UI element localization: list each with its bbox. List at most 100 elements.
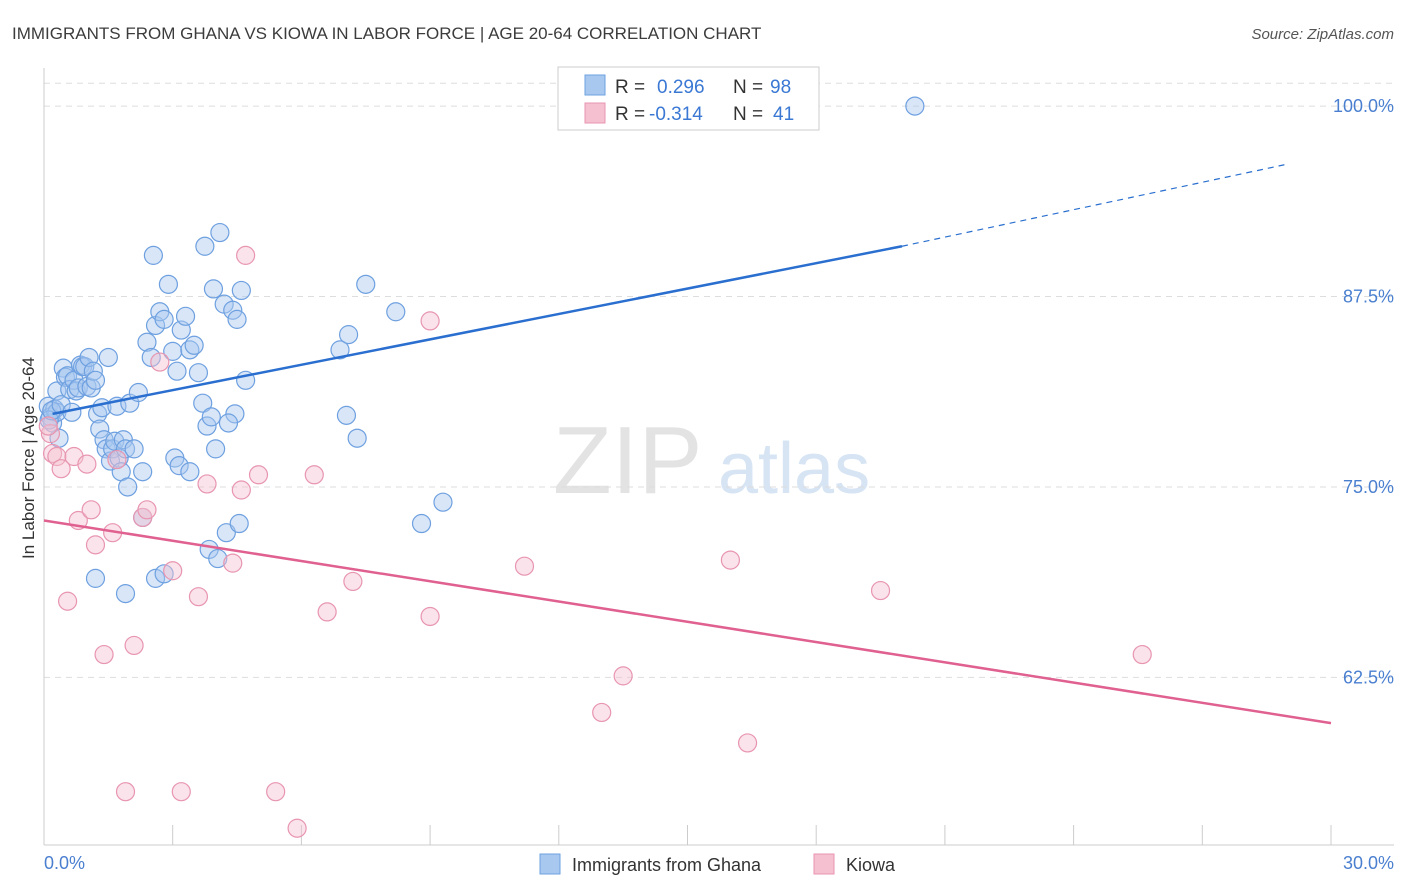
- ghana-point: [188, 363, 209, 383]
- stats-legend: R = 0.296 N = 98 R = -0.314 N = 41: [557, 66, 820, 131]
- ghana-point: [98, 347, 118, 368]
- ghana-point: [227, 309, 247, 329]
- kiowa-point: [40, 424, 61, 444]
- ghana-n-label: N =: [733, 77, 763, 98]
- ghana-point: [193, 393, 213, 413]
- kiowa-n-value: 41: [773, 104, 794, 125]
- kiowa-point: [304, 465, 324, 485]
- ghana-point: [133, 462, 153, 482]
- ghana-point: [433, 492, 453, 512]
- kiowa-point: [77, 454, 97, 474]
- kiowa-point: [171, 782, 191, 802]
- kiowa-point: [115, 782, 136, 802]
- kiowa-point: [720, 550, 741, 570]
- kiowa-point: [870, 580, 891, 601]
- kiowa-series-swatch: [813, 853, 835, 875]
- ghana-r-label: R =: [615, 77, 645, 98]
- ghana-point: [905, 96, 925, 116]
- ghana-point: [356, 274, 376, 294]
- ghana-point: [158, 274, 179, 294]
- chart-title: IMMIGRANTS FROM GHANA VS KIOWA IN LABOR …: [12, 24, 761, 43]
- ghana-legend-swatch: [584, 74, 606, 96]
- ghana-point: [169, 456, 189, 476]
- ghana-points: [38, 96, 925, 604]
- ghana-point: [143, 245, 163, 265]
- ghana-point: [42, 401, 62, 421]
- y-tick-label: 100.0%: [1333, 96, 1394, 116]
- kiowa-point: [124, 635, 144, 656]
- kiowa-point: [420, 606, 440, 627]
- kiowa-point: [592, 702, 612, 723]
- trend-lines: [43, 163, 1332, 725]
- kiowa-point: [197, 474, 217, 494]
- ghana-point: [115, 584, 136, 604]
- ghana-point: [141, 347, 161, 368]
- ghana-point: [175, 306, 196, 326]
- ghana-point: [51, 395, 71, 415]
- kiowa-point: [343, 571, 363, 592]
- ghana-point: [167, 361, 187, 381]
- ghana-point: [208, 548, 228, 569]
- ghana-point: [195, 236, 215, 256]
- kiowa-point: [137, 500, 157, 520]
- kiowa-point: [248, 465, 269, 485]
- kiowa-r-label: R =: [615, 104, 645, 125]
- ghana-point: [154, 309, 174, 329]
- ghana-point: [330, 340, 350, 360]
- kiowa-point: [236, 245, 256, 265]
- kiowa-points: [38, 245, 1152, 838]
- kiowa-point: [613, 666, 633, 686]
- ghana-point: [180, 462, 200, 482]
- ghana-point: [218, 413, 239, 433]
- y-axis-label: In Labor Force | Age 20-64: [19, 357, 38, 559]
- kiowa-point: [188, 587, 209, 607]
- ghana-point: [145, 568, 166, 588]
- kiowa-point: [514, 556, 535, 576]
- kiowa-point: [51, 459, 71, 479]
- kiowa-point: [38, 416, 58, 436]
- ghana-point: [66, 381, 86, 401]
- ghana-point: [163, 341, 183, 361]
- ghana-n-value: 98: [770, 77, 791, 98]
- kiowa-point: [47, 446, 67, 467]
- kiowa-point: [163, 561, 183, 581]
- kiowa-point: [150, 352, 170, 372]
- ghana-point: [85, 568, 106, 588]
- ghana-point: [203, 279, 224, 299]
- kiowa-r-value: -0.314: [649, 104, 703, 125]
- kiowa-point: [107, 449, 127, 470]
- ghana-point: [386, 302, 406, 322]
- ghana-point: [197, 416, 217, 436]
- ghana-point: [75, 357, 95, 377]
- kiowa-point: [231, 480, 251, 500]
- y-tick-label: 87.5%: [1343, 287, 1394, 307]
- ghana-r-value: 0.296: [657, 77, 705, 98]
- watermark-zip: ZIP: [553, 407, 702, 514]
- ghana-point: [347, 428, 367, 448]
- kiowa-point: [266, 782, 286, 802]
- ghana-point: [336, 405, 357, 425]
- x-tick-label-max: 30.0%: [1343, 853, 1394, 873]
- ghana-point: [201, 407, 221, 427]
- kiowa-trend-line: [43, 519, 1332, 725]
- ghana-point: [411, 513, 432, 534]
- ghana-series-label: Immigrants from Ghana: [572, 855, 762, 875]
- ghana-point: [206, 439, 226, 459]
- kiowa-point: [287, 818, 307, 838]
- kiowa-point: [223, 553, 243, 573]
- kiowa-point: [317, 602, 337, 622]
- ghana-point: [124, 439, 144, 459]
- ghana-point: [90, 419, 110, 439]
- kiowa-point: [737, 733, 758, 753]
- kiowa-point: [1132, 644, 1152, 665]
- ghana-point: [210, 222, 230, 243]
- ghana-point: [85, 370, 106, 390]
- kiowa-n-label: N =: [733, 104, 763, 125]
- kiowa-point: [85, 535, 106, 555]
- y-tick-label: 62.5%: [1343, 667, 1394, 687]
- kiowa-series-label: Kiowa: [846, 855, 896, 875]
- ghana-point: [184, 335, 204, 355]
- ghana-trend-line: [52, 245, 903, 416]
